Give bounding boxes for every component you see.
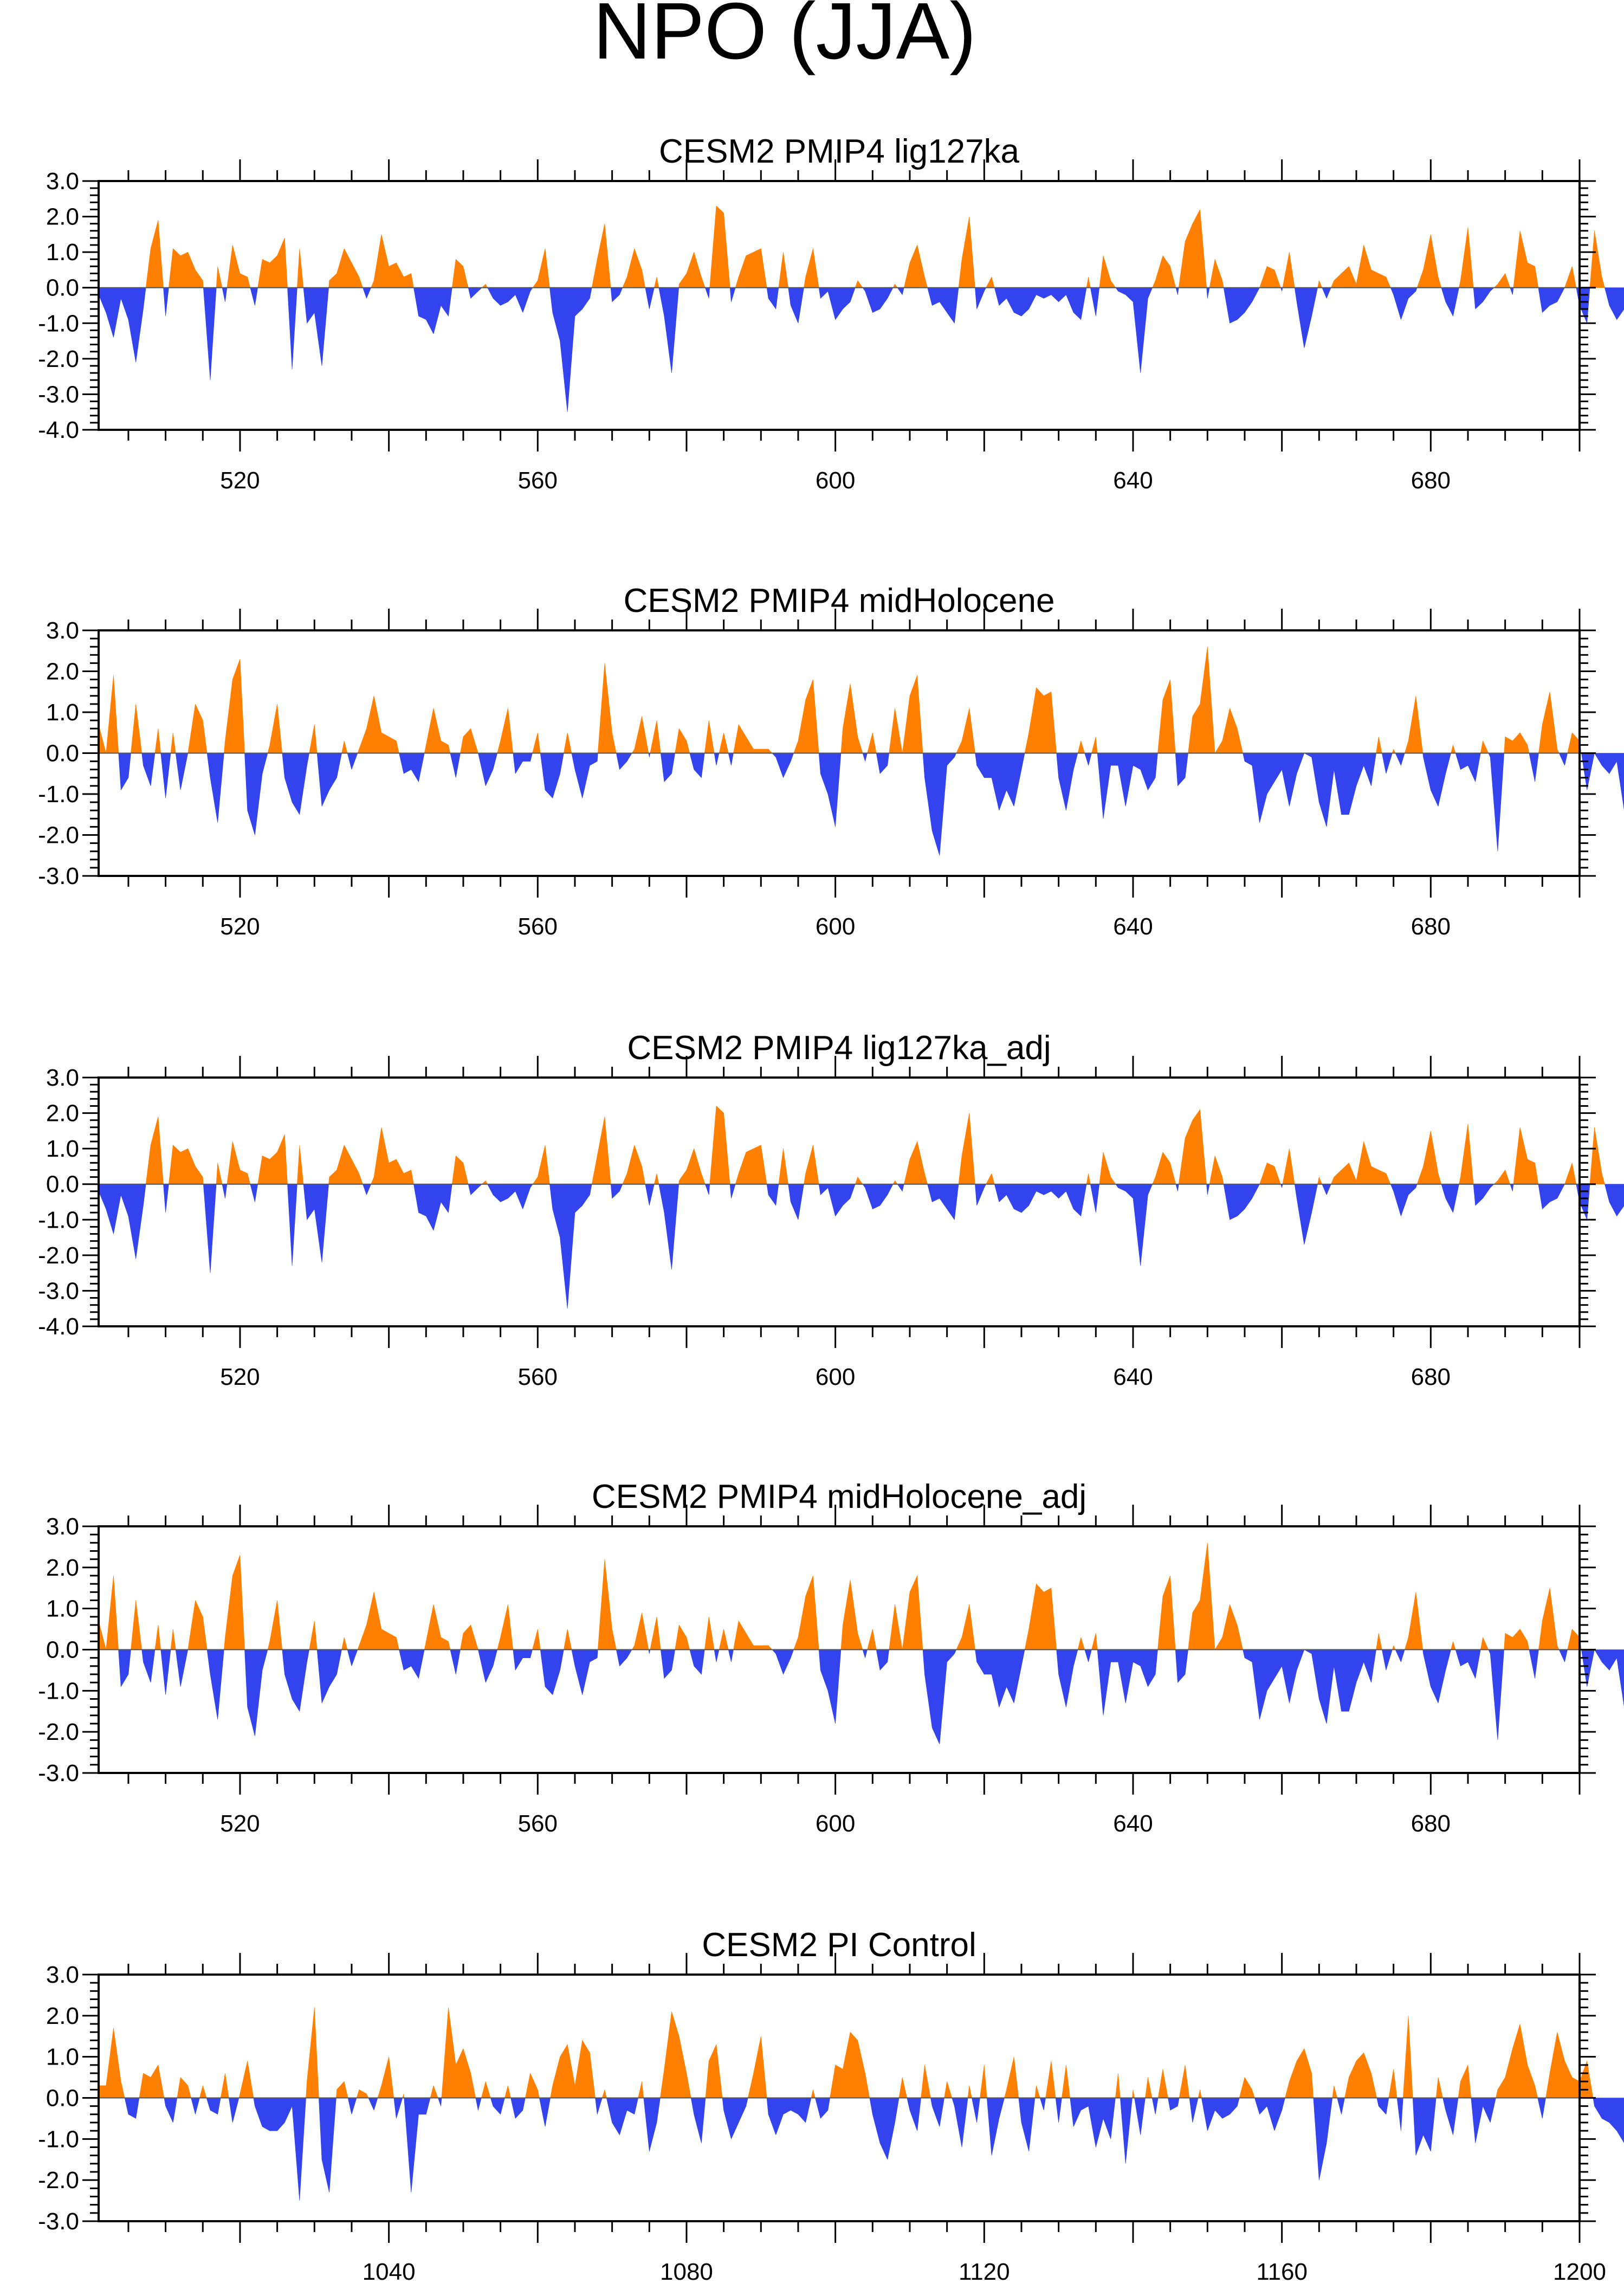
y-tick-label: 2.0 <box>46 1100 79 1127</box>
y-tick-label: 1.0 <box>46 1596 79 1622</box>
negative-area <box>118 753 1624 856</box>
x-tick-label: 560 <box>518 467 558 494</box>
x-tick-label: 560 <box>518 1810 558 1837</box>
y-tick-label: -2.0 <box>38 346 79 372</box>
x-tick-label: 1120 <box>959 2259 1010 2285</box>
y-tick-label: 3.0 <box>46 1962 79 1988</box>
y-tick-label: -2.0 <box>38 1719 79 1745</box>
panel-title: CESM2 PMIP4 midHolocene <box>624 582 1055 620</box>
x-tick-label: 520 <box>220 1364 260 1390</box>
panel-5: CESM2 PI Control 3.0 2.0 1.0 0.0 -1.0 -2.0 -3.0… <box>38 1926 1624 2285</box>
y-tick-label: -1.0 <box>38 1678 79 1704</box>
y-tick-label: -3.0 <box>38 2208 79 2235</box>
x-tick-label: 640 <box>1113 1364 1153 1390</box>
x-tick-label: 680 <box>1411 913 1451 940</box>
y-tick-label: 0.0 <box>46 1637 79 1663</box>
y-tick-label: -2.0 <box>38 1242 79 1269</box>
x-tick-label: 600 <box>816 913 855 940</box>
x-tick-label: 600 <box>816 1364 855 1390</box>
y-tick-label: 0.0 <box>46 740 79 767</box>
positive-area <box>98 1543 1582 1650</box>
negative-area <box>98 1184 1624 1309</box>
x-tick-label: 1040 <box>363 2259 416 2285</box>
y-tick-label: 0.0 <box>46 275 79 301</box>
panel-1: CESM2 PMIP4 lig127ka 3.0 2.0 1.0 0.0 -1.0 -2.0… <box>38 133 1624 494</box>
y-tick-label: 3.0 <box>46 1513 79 1540</box>
positive-area <box>98 2007 1594 2098</box>
y-tick-label: 1.0 <box>46 239 79 266</box>
x-tick-label: 560 <box>518 913 558 940</box>
y-tick-label: -3.0 <box>38 1278 79 1304</box>
x-tick-label: 560 <box>518 1364 558 1390</box>
x-tick-label: 640 <box>1113 1810 1153 1837</box>
x-tick-label: 640 <box>1113 913 1153 940</box>
y-tick-label: -1.0 <box>38 1207 79 1233</box>
panel-title: CESM2 PMIP4 lig127ka <box>659 133 1020 170</box>
y-tick-label: -1.0 <box>38 2126 79 2152</box>
positive-area <box>98 647 1582 753</box>
panel-title: CESM2 PMIP4 midHolocene_adj <box>592 1478 1086 1515</box>
negative-area <box>118 1649 1624 1745</box>
y-tick-label: -4.0 <box>38 1313 79 1340</box>
figure-title: NPO (JJA) <box>593 0 976 76</box>
y-tick-label: 0.0 <box>46 2085 79 2112</box>
y-tick-label: 2.0 <box>46 659 79 685</box>
negative-area <box>98 287 1624 412</box>
panel-title: CESM2 PI Control <box>702 1926 976 1964</box>
x-tick-label: 1160 <box>1256 2259 1308 2285</box>
x-tick-label: 600 <box>816 1810 855 1837</box>
y-tick-label: 2.0 <box>46 204 79 230</box>
panel-4: CESM2 PMIP4 midHolocene_adj 3.0 2.0 1.0 0.0 -… <box>38 1478 1624 1837</box>
negative-area <box>124 2098 1624 2201</box>
x-tick-label: 520 <box>220 467 260 494</box>
x-tick-label: 520 <box>220 913 260 940</box>
plot-frame <box>98 1076 1581 1327</box>
x-tick-label: 600 <box>816 467 855 494</box>
y-tick-label: 3.0 <box>46 617 79 644</box>
y-tick-label: 3.0 <box>46 1065 79 1091</box>
x-tick-label: 640 <box>1113 467 1153 494</box>
panel-3: CESM2 PMIP4 lig127ka_adj 3.0 2.0 1.0 0.0 -1.0… <box>38 1029 1624 1390</box>
y-tick-label: 2.0 <box>46 2003 79 2029</box>
y-tick-label: 1.0 <box>46 1136 79 1162</box>
y-tick-label: 0.0 <box>46 1171 79 1198</box>
y-tick-label: -4.0 <box>38 417 79 443</box>
y-tick-label: 2.0 <box>46 1555 79 1581</box>
panels: CESM2 PMIP4 lig127ka 3.0 2.0 1.0 0.0 -1.0 -2.0… <box>38 133 1624 2285</box>
y-tick-label: -3.0 <box>38 1760 79 1787</box>
y-tick-label: -2.0 <box>38 2167 79 2194</box>
x-tick-label: 680 <box>1411 1810 1451 1837</box>
plot-frame <box>98 180 1581 431</box>
y-tick-label: 3.0 <box>46 168 79 195</box>
y-tick-label: -1.0 <box>38 781 79 808</box>
y-tick-label: -3.0 <box>38 381 79 408</box>
positive-area <box>145 205 1605 288</box>
y-tick-label: 1.0 <box>46 699 79 726</box>
x-tick-label: 680 <box>1411 1364 1451 1390</box>
y-tick-label: -2.0 <box>38 822 79 849</box>
x-tick-label: 1200 <box>1553 2259 1606 2285</box>
y-tick-label: -3.0 <box>38 863 79 889</box>
panel-2: CESM2 PMIP4 midHolocene 3.0 2.0 1.0 0.0 -1.0 -… <box>38 582 1624 940</box>
y-tick-label: 1.0 <box>46 2044 79 2071</box>
x-tick-label: 520 <box>220 1810 260 1837</box>
x-tick-label: 1080 <box>660 2259 713 2285</box>
panel-title: CESM2 PMIP4 lig127ka_adj <box>627 1029 1051 1067</box>
x-tick-label: 680 <box>1411 467 1451 494</box>
positive-area <box>145 1105 1605 1184</box>
y-tick-label: -1.0 <box>38 310 79 337</box>
